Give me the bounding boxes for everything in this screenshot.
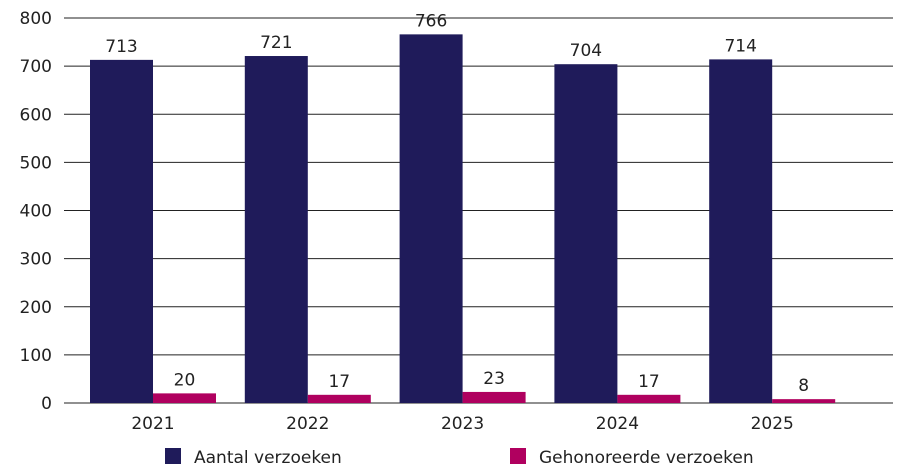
- bar-gehonoreerd-2022: [307, 394, 371, 403]
- data-label: 8: [798, 376, 809, 396]
- data-label: 721: [260, 33, 292, 53]
- bar-aantal-2023: [399, 34, 463, 404]
- legend-label: Aantal verzoeken: [194, 448, 342, 467]
- bar-gehonoreerd-2024: [617, 394, 681, 403]
- y-tick-label: 0: [41, 394, 52, 414]
- y-axis-ticks: 0 100 200 300 400 500 600 700 800: [20, 9, 52, 414]
- data-label: 704: [570, 41, 602, 61]
- legend: Aantal verzoeken Gehonoreerde verzoeken: [165, 448, 754, 467]
- y-tick-label: 500: [20, 153, 52, 173]
- bar-gehonoreerd-2023: [462, 391, 526, 403]
- y-tick-label: 200: [20, 298, 52, 318]
- bar-gehonoreerd-2025: [772, 399, 836, 403]
- data-label: 23: [483, 369, 505, 389]
- y-tick-label: 400: [20, 202, 52, 222]
- legend-swatch: [510, 448, 526, 464]
- legend-label: Gehonoreerde verzoeken: [539, 448, 754, 467]
- y-tick-label: 300: [20, 250, 52, 270]
- y-tick-label: 600: [20, 105, 52, 125]
- y-tick-label: 800: [20, 9, 52, 29]
- bar-gehonoreerd-2021: [153, 393, 216, 403]
- y-tick-label: 100: [20, 346, 52, 366]
- x-tick-label: 2023: [441, 414, 484, 434]
- bar-aantal-2021: [90, 59, 153, 404]
- legend-swatch: [165, 448, 181, 464]
- data-label: 766: [415, 11, 447, 31]
- bar-aantal-2022: [244, 56, 308, 404]
- data-label: 713: [105, 37, 137, 57]
- data-label: 17: [328, 372, 350, 392]
- bar-aantal-2025: [709, 59, 773, 403]
- y-tick-label: 700: [20, 57, 52, 77]
- data-label: 20: [174, 370, 196, 390]
- x-tick-label: 2024: [596, 414, 639, 434]
- data-label: 714: [724, 36, 756, 56]
- gridlines: [64, 17, 893, 404]
- x-tick-label: 2021: [131, 414, 174, 434]
- bars: 713 20 721 17 766 23 704 17 714 8: [90, 11, 836, 404]
- x-tick-label: 2022: [286, 414, 329, 434]
- data-label: 17: [638, 372, 660, 392]
- bar-aantal-2024: [554, 64, 618, 403]
- x-tick-label: 2025: [751, 414, 794, 434]
- x-axis-ticks: 2021 2022 2023 2024 2025: [131, 414, 793, 434]
